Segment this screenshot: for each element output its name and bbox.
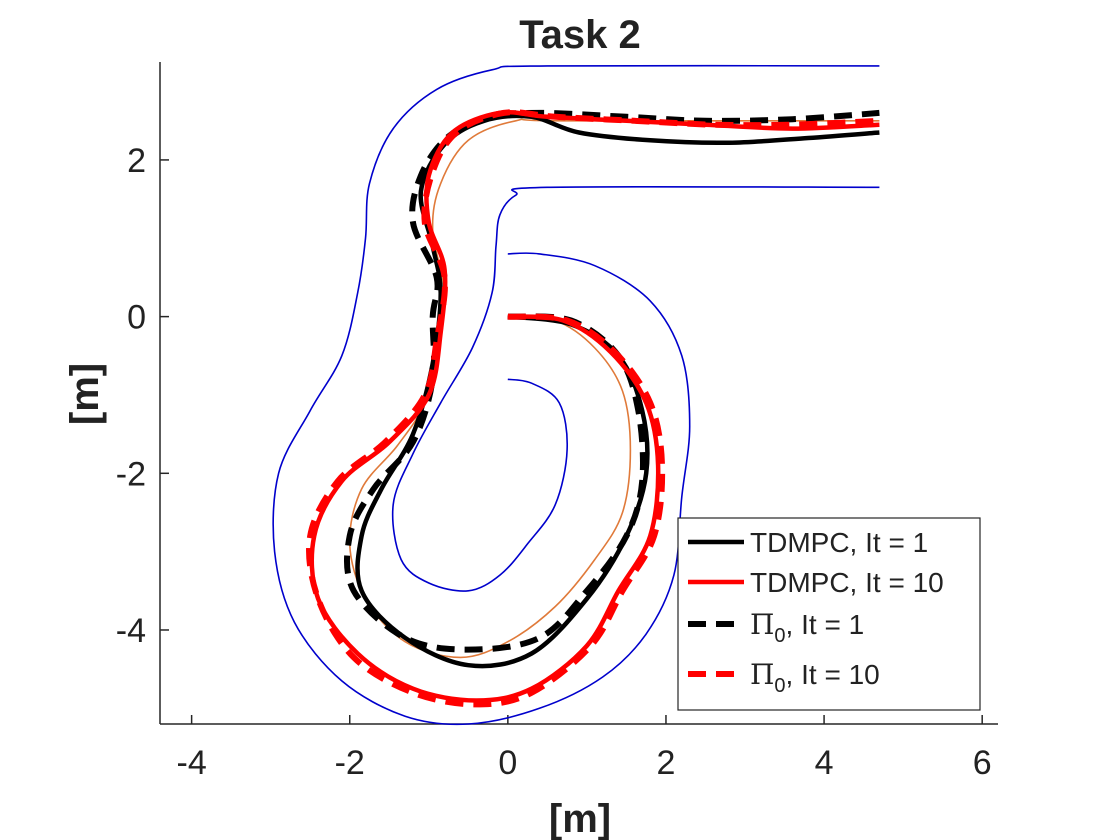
legend-label-0: TDMPC, It = 1: [750, 527, 928, 558]
legend-label-3: Π0, It = 10: [750, 658, 880, 697]
x-axis-label: [m]: [549, 797, 611, 840]
legend-label-1: TDMPC, It = 10: [750, 567, 944, 598]
chart-title: Task 2: [519, 13, 641, 57]
track-inner-boundary: [391, 185, 880, 592]
x-tick-label: 0: [498, 744, 517, 782]
track-outer-boundary: [272, 64, 880, 726]
axes: [159, 62, 998, 725]
y-tick-label: -2: [116, 455, 146, 493]
legend-box: [677, 517, 981, 711]
x-tick-label: -2: [335, 744, 365, 782]
series-line-2: [344, 109, 880, 653]
trajectory-series: [306, 109, 880, 708]
tick-labels: -4 -2 0 2 4 6 -4 -2 0 2: [116, 142, 992, 782]
y-tick-label: -4: [116, 612, 146, 650]
y-axis-label: [m]: [63, 363, 107, 425]
legend-label-2: Π0, It = 1: [750, 608, 864, 647]
x-tick-label: -4: [177, 744, 207, 782]
y-tick-label: 2: [127, 142, 146, 180]
track-boundaries: [272, 64, 880, 726]
series-line-1: [309, 109, 880, 703]
series-line-3: [306, 109, 880, 708]
x-tick-label: 4: [815, 744, 834, 782]
x-tick-label: 6: [973, 744, 992, 782]
y-tick-label: 0: [127, 299, 146, 337]
x-tick-label: 2: [657, 744, 676, 782]
legend: TDMPC, It = 1 TDMPC, It = 10 Π0, It = 1 Π0,…: [677, 517, 981, 711]
